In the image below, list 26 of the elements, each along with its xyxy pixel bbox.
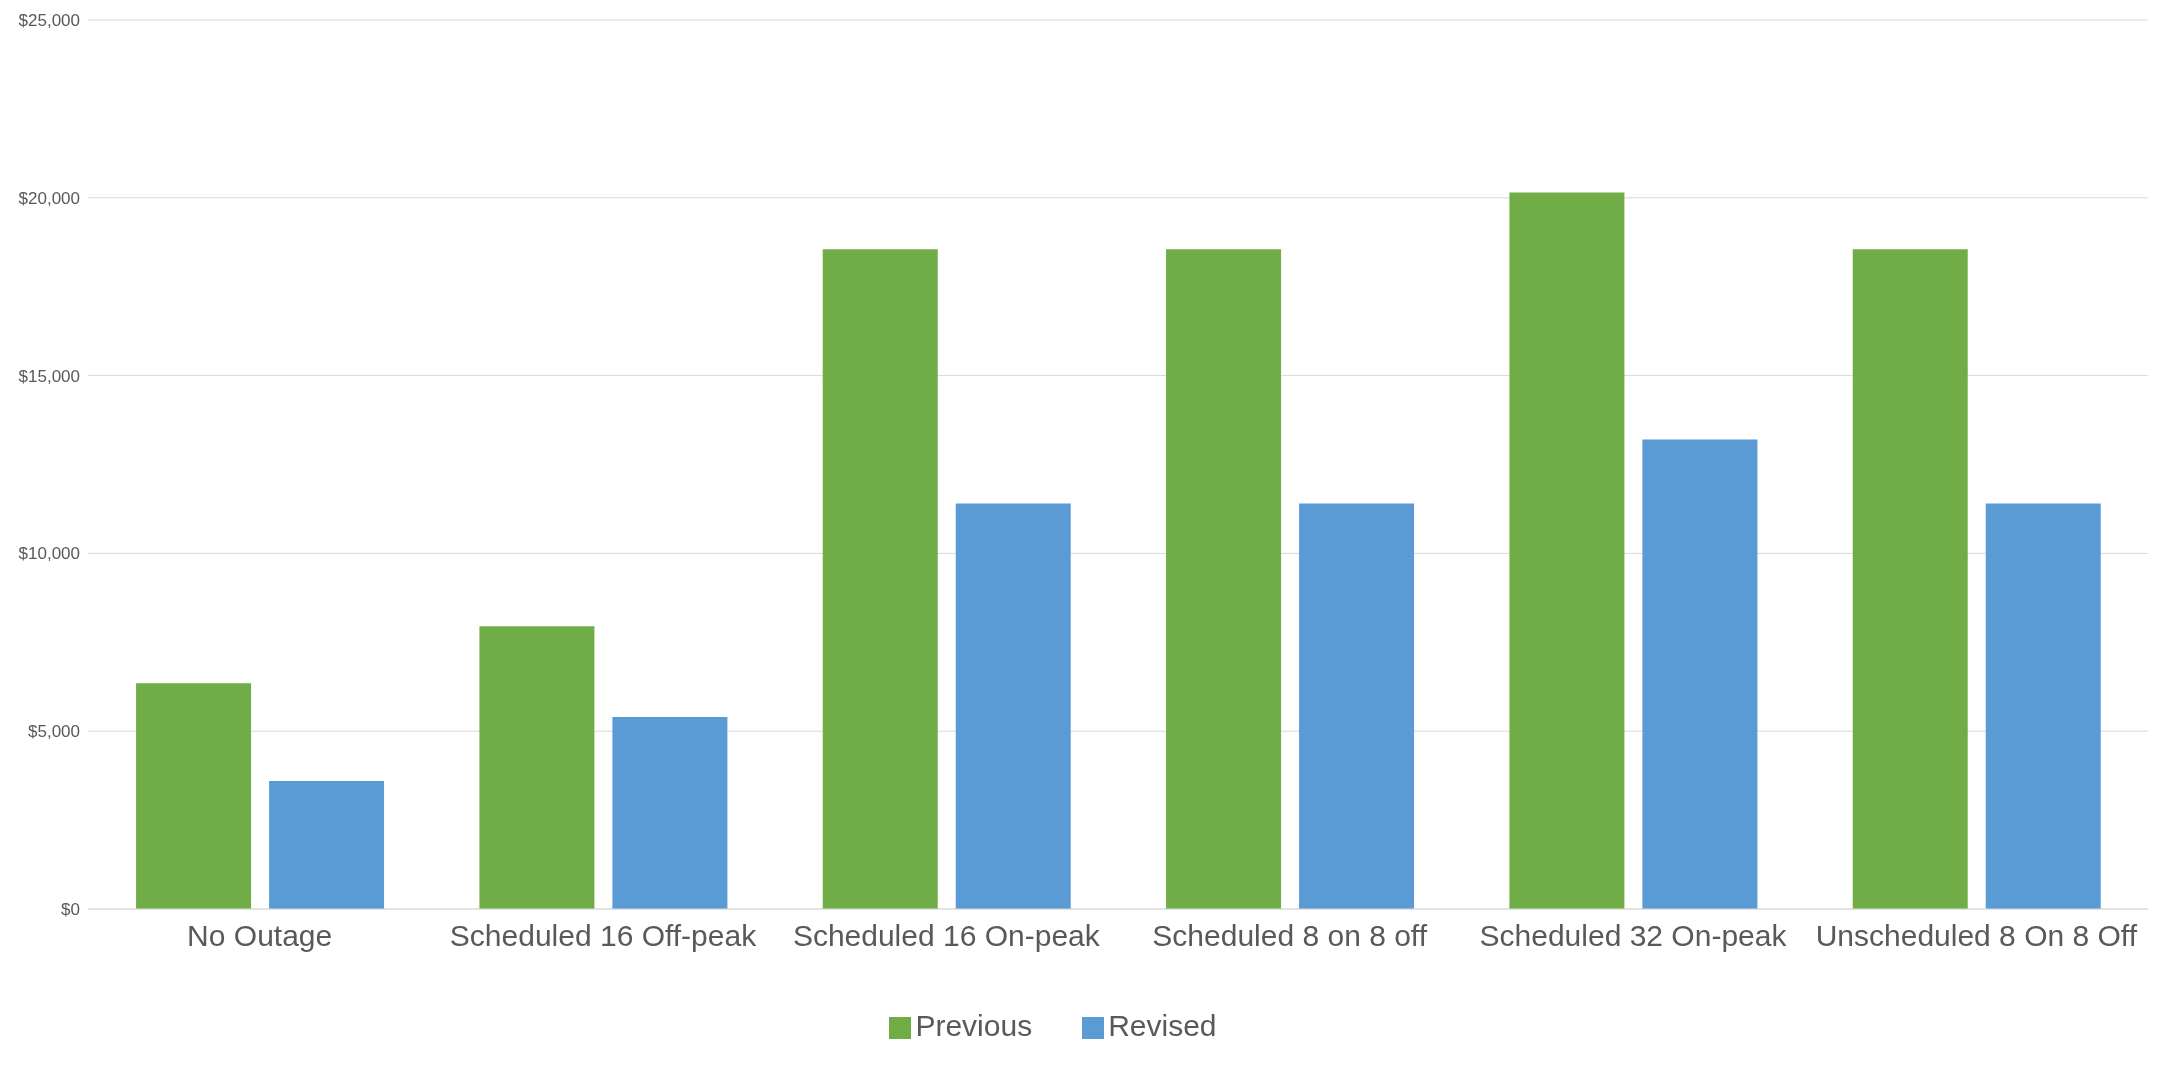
x-tick-label: Scheduled 16 On-peak [792,919,1101,953]
bar [1166,249,1282,909]
y-tick-label: $10,000 [18,544,80,564]
x-tick-label: Scheduled 32 On-peak [1479,919,1788,953]
bar [136,683,252,909]
bar [612,716,728,909]
x-tick-label: Scheduled 16 Off-peak [449,919,758,953]
bar [1985,503,2101,909]
legend-label: Previous [915,1009,1033,1042]
bar [1852,249,1968,909]
bar [1299,503,1415,909]
y-tick-label: $0 [61,900,80,920]
bar [269,780,385,909]
bar [1642,439,1758,909]
bar [955,503,1071,909]
y-tick-label: $20,000 [18,188,80,208]
bar [822,249,938,909]
bar [479,626,595,909]
x-tick-label: No Outage [187,919,333,953]
y-tick-label: $25,000 [18,11,80,31]
legend-label: Revised [1108,1009,1217,1042]
y-tick-label: $5,000 [28,722,80,742]
bar [1509,192,1625,909]
x-tick-label: Scheduled 8 on 8 off [1152,919,1428,953]
x-tick-label: Unscheduled 8 On 8 Off [1815,919,2138,953]
y-tick-label: $15,000 [18,366,80,386]
